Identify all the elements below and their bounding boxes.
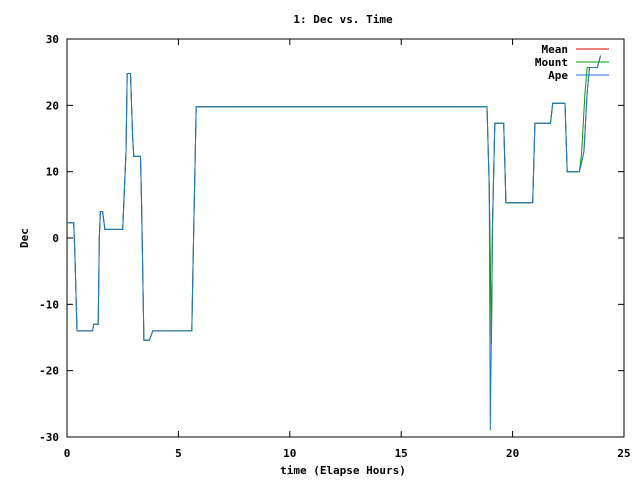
- legend-label-mean: Mean: [542, 43, 569, 56]
- y-tick-label: -10: [39, 298, 59, 311]
- x-tick-label: 0: [64, 447, 71, 460]
- y-tick-label: -30: [39, 431, 59, 444]
- chart-title: 1: Dec vs. Time: [293, 13, 393, 26]
- x-tick-label: 10: [283, 447, 296, 460]
- x-tick-label: 20: [506, 447, 519, 460]
- y-tick-label: 20: [46, 99, 59, 112]
- y-tick-label: -20: [39, 365, 59, 378]
- y-tick-label: 30: [46, 33, 59, 46]
- series-line-ape: [67, 55, 602, 431]
- legend-label-ape: Ape: [548, 69, 568, 82]
- legend-label-mount: Mount: [535, 56, 568, 69]
- series-lines: [67, 55, 602, 431]
- y-tick-label: 10: [46, 166, 59, 179]
- x-tick-label: 25: [617, 447, 630, 460]
- axis-ticks: 0 5 10 15 20 25 -30 -20 -10 0 10 20 30: [39, 33, 631, 460]
- y-tick-label: 0: [52, 232, 59, 245]
- x-axis-label: time (Elapse Hours): [280, 464, 406, 477]
- y-axis-label: Dec: [18, 228, 31, 248]
- x-tick-label: 15: [395, 447, 408, 460]
- x-tick-label: 5: [175, 447, 182, 460]
